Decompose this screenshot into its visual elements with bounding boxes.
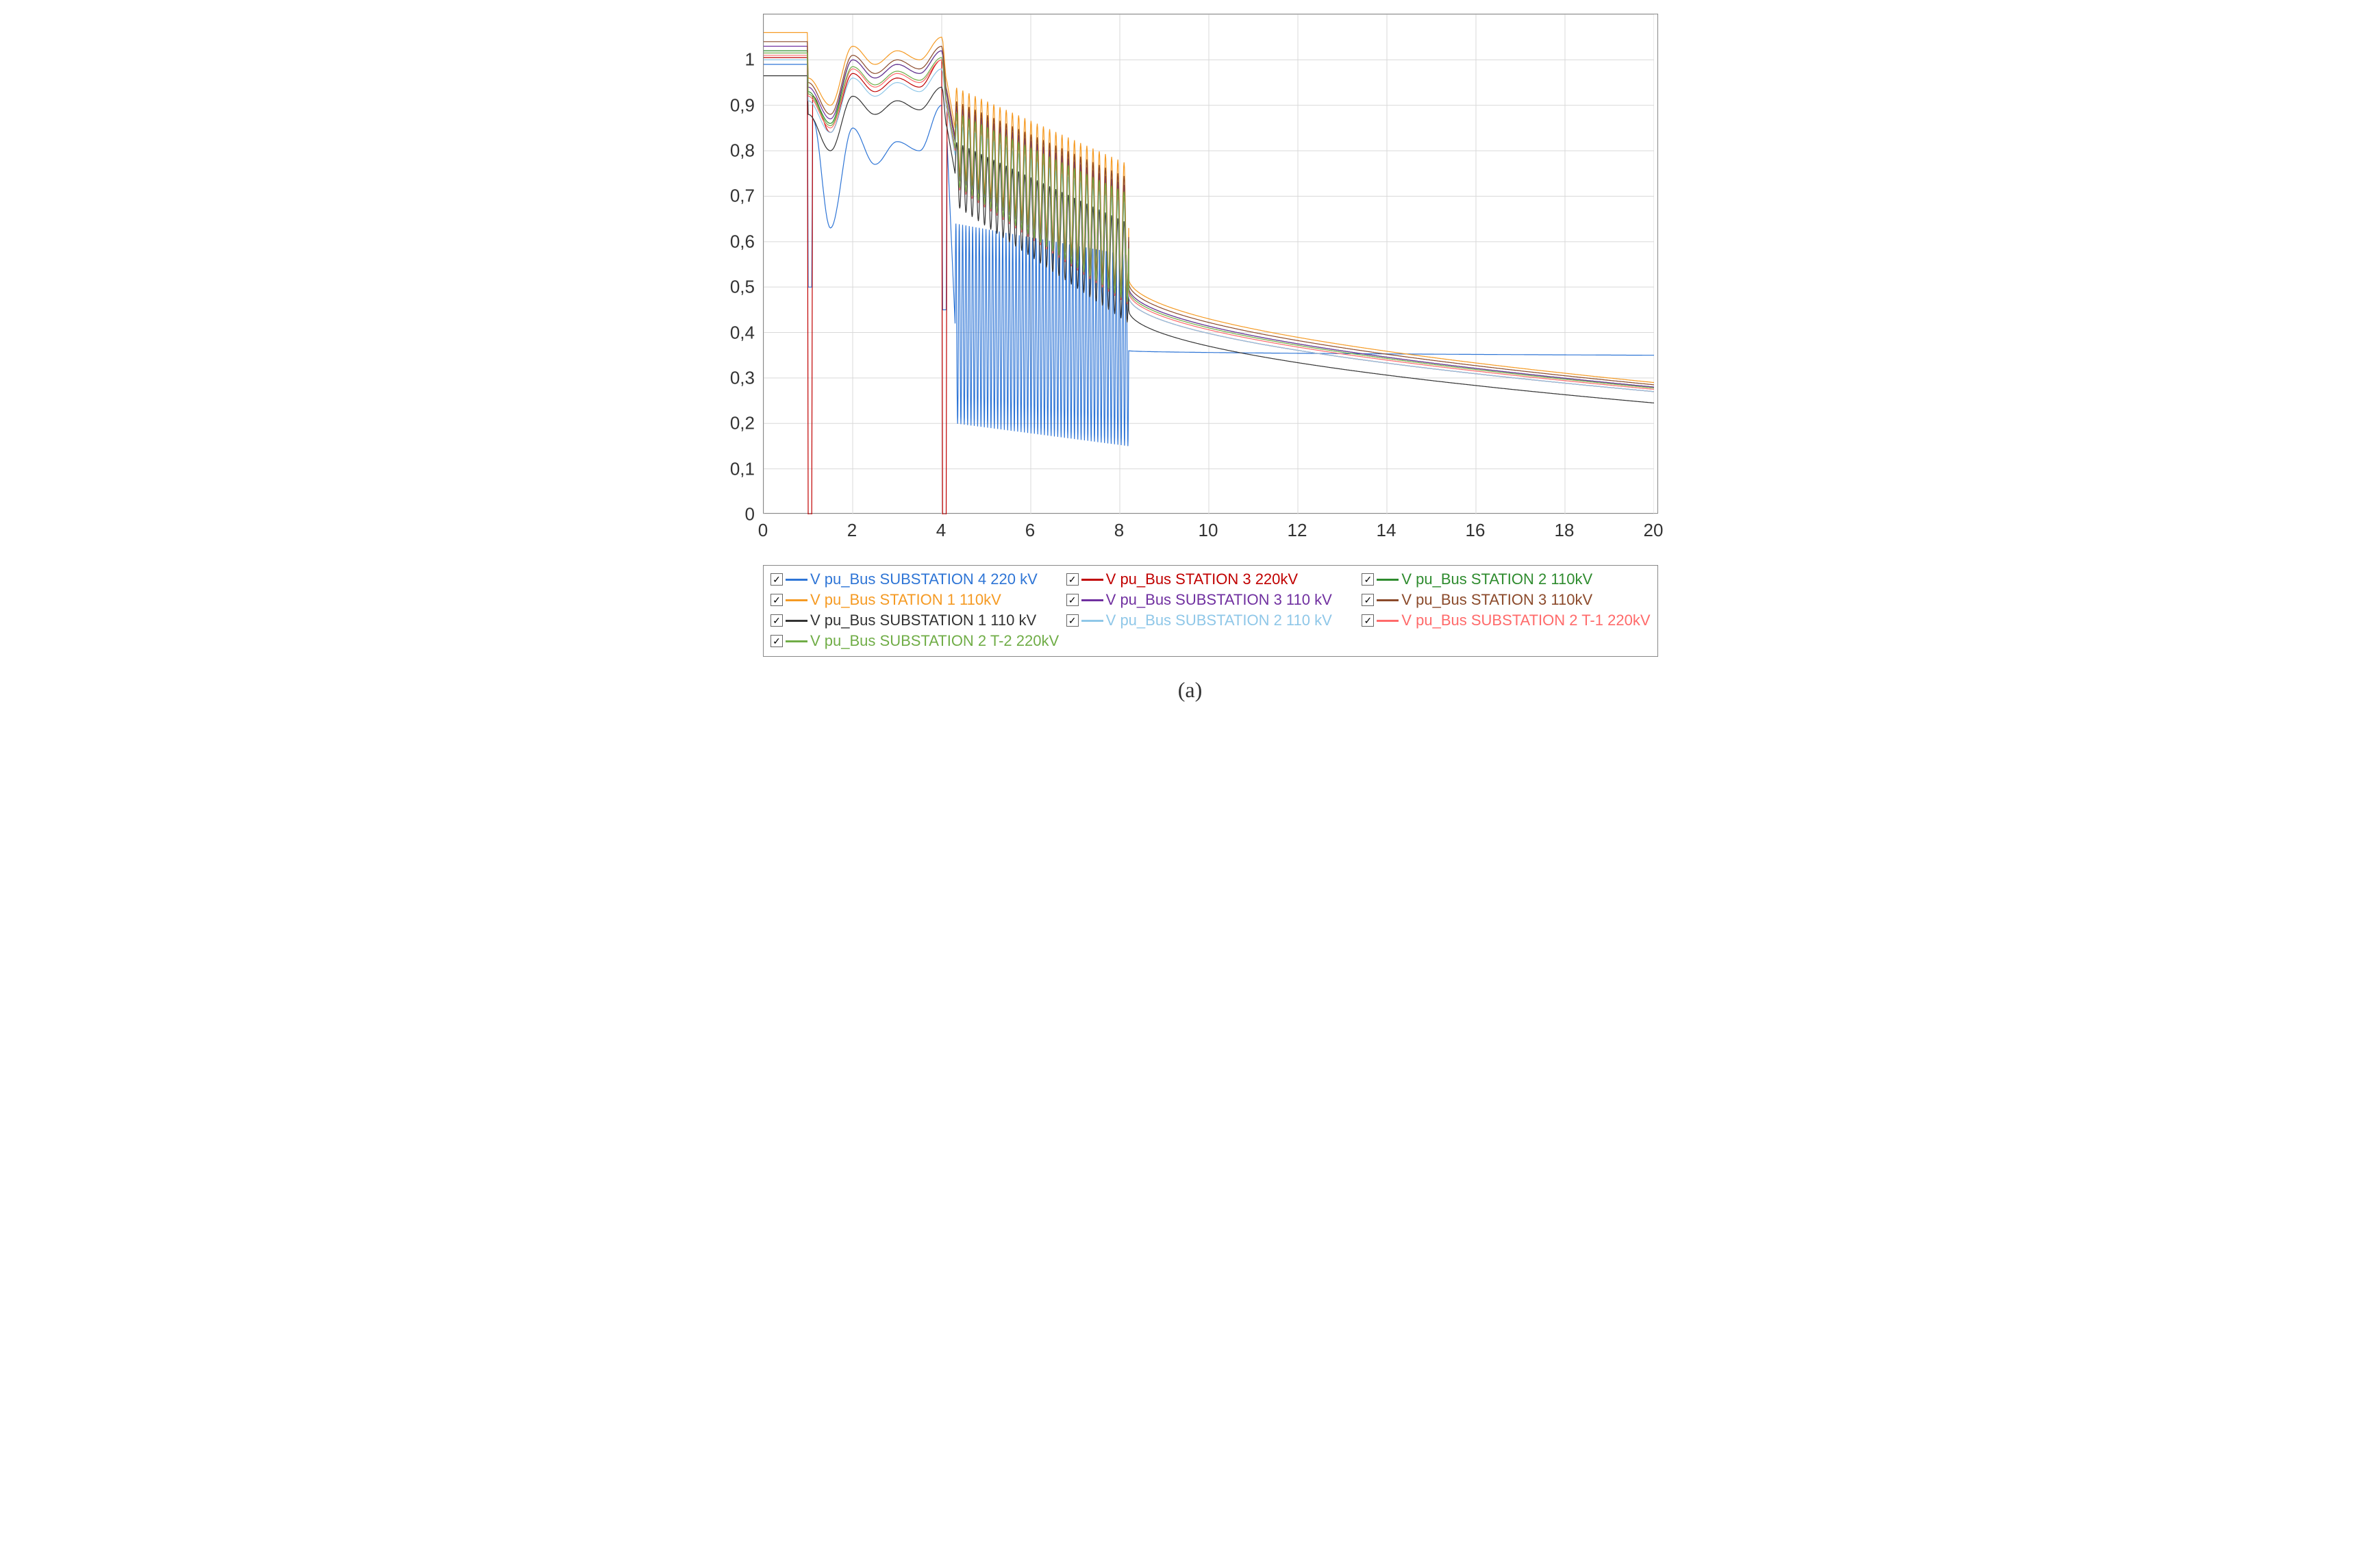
legend-label: V pu_Bus SUBSTATION 2 110 kV — [1106, 612, 1332, 629]
legend-checkbox[interactable]: ✓ — [1066, 614, 1079, 627]
x-tick-label: 8 — [1114, 520, 1124, 541]
legend-label: V pu_Bus SUBSTATION 2 T-1 220kV — [1401, 612, 1650, 629]
y-tick-label: 0,7 — [721, 186, 755, 207]
gridlines — [764, 14, 1654, 514]
legend-checkbox[interactable]: ✓ — [1362, 573, 1374, 586]
legend-checkbox[interactable]: ✓ — [1066, 573, 1079, 586]
legend-checkbox[interactable]: ✓ — [1066, 594, 1079, 606]
x-tick-label: 16 — [1466, 520, 1486, 541]
x-tick-label: 10 — [1199, 520, 1218, 541]
y-tick-label: 0,5 — [721, 277, 755, 298]
legend-swatch — [1081, 620, 1103, 622]
legend-checkbox[interactable]: ✓ — [771, 614, 783, 627]
legend-item[interactable]: ✓ V pu_Bus STATION 1 110kV — [771, 590, 1060, 610]
legend-item[interactable]: ✓ V pu_Bus SUBSTATION 4 220 kV — [771, 570, 1060, 589]
legend: ✓ V pu_Bus SUBSTATION 4 220 kV ✓ V pu_Bus S… — [763, 565, 1658, 657]
legend-label: V pu_Bus STATION 3 220kV — [1106, 570, 1298, 588]
x-tick-label: 4 — [936, 520, 946, 541]
y-tick-label: 0,2 — [721, 413, 755, 434]
y-tick-label: 0,1 — [721, 458, 755, 479]
y-axis: 00,10,20,30,40,50,60,70,80,91 — [723, 14, 760, 513]
legend-item[interactable]: ✓ V pu_Bus SUBSTATION 2 T-2 220kV — [771, 631, 1060, 651]
chart-container: 00,10,20,30,40,50,60,70,80,91 0246810121… — [722, 14, 1658, 703]
plot-area: 00,10,20,30,40,50,60,70,80,91 — [763, 14, 1658, 514]
legend-label: V pu_Bus STATION 2 110kV — [1401, 570, 1592, 588]
y-tick-label: 0,8 — [721, 140, 755, 162]
legend-label: V pu_Bus SUBSTATION 1 110 kV — [810, 612, 1036, 629]
legend-item[interactable]: ✓ V pu_Bus SUBSTATION 1 110 kV — [771, 611, 1060, 630]
legend-swatch — [786, 640, 807, 642]
y-tick-label: 0,9 — [721, 95, 755, 116]
y-tick-label: 0,6 — [721, 231, 755, 252]
legend-label: V pu_Bus SUBSTATION 3 110 kV — [1106, 591, 1332, 609]
legend-checkbox[interactable]: ✓ — [771, 635, 783, 647]
y-tick-label: 0 — [721, 504, 755, 525]
y-tick-label: 1 — [721, 49, 755, 71]
legend-label: V pu_Bus SUBSTATION 4 220 kV — [810, 570, 1038, 588]
legend-checkbox[interactable]: ✓ — [771, 573, 783, 586]
legend-swatch — [1377, 579, 1399, 581]
y-tick-label: 0,3 — [721, 367, 755, 388]
legend-label: V pu_Bus STATION 3 110kV — [1401, 591, 1592, 609]
x-tick-label: 20 — [1644, 520, 1664, 541]
x-tick-label: 2 — [847, 520, 857, 541]
legend-item[interactable]: ✓ V pu_Bus STATION 3 220kV — [1066, 570, 1355, 589]
x-tick-label: 6 — [1025, 520, 1035, 541]
legend-item[interactable]: ✓ V pu_Bus STATION 3 110kV — [1362, 590, 1651, 610]
legend-swatch — [1377, 620, 1399, 622]
legend-item[interactable]: ✓ V pu_Bus SUBSTATION 2 T-1 220kV — [1362, 611, 1651, 630]
legend-checkbox[interactable]: ✓ — [771, 594, 783, 606]
x-tick-label: 18 — [1555, 520, 1575, 541]
legend-item[interactable]: ✓ V pu_Bus STATION 2 110kV — [1362, 570, 1651, 589]
legend-item[interactable]: ✓ V pu_Bus SUBSTATION 2 110 kV — [1066, 611, 1355, 630]
x-tick-label: 0 — [758, 520, 768, 541]
x-axis: 02468101214161820 — [763, 517, 1658, 544]
legend-swatch — [1377, 599, 1399, 601]
y-tick-label: 0,4 — [721, 322, 755, 343]
legend-checkbox[interactable]: ✓ — [1362, 614, 1374, 627]
x-tick-label: 12 — [1288, 520, 1307, 541]
legend-swatch — [1081, 579, 1103, 581]
legend-swatch — [786, 599, 807, 601]
legend-swatch — [1081, 599, 1103, 601]
legend-label: V pu_Bus SUBSTATION 2 T-2 220kV — [810, 632, 1059, 650]
subfigure-caption: (a) — [722, 677, 1658, 703]
legend-swatch — [786, 579, 807, 581]
legend-label: V pu_Bus STATION 1 110kV — [810, 591, 1001, 609]
legend-swatch — [786, 620, 807, 622]
x-tick-label: 14 — [1377, 520, 1396, 541]
chart-svg — [764, 14, 1654, 514]
legend-item[interactable]: ✓ V pu_Bus SUBSTATION 3 110 kV — [1066, 590, 1355, 610]
legend-checkbox[interactable]: ✓ — [1362, 594, 1374, 606]
